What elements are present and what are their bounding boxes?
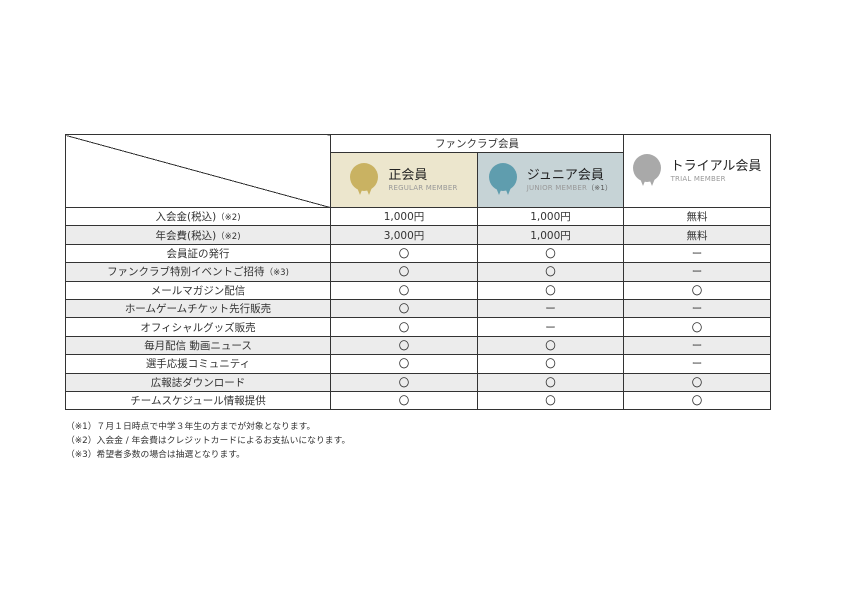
row-label-text: メールマガジン配信 bbox=[150, 284, 246, 297]
cell-regular: 〇 bbox=[330, 372, 478, 392]
cell-regular: 3,000円 bbox=[330, 225, 478, 245]
table-row: メールマガジン配信〇〇〇 bbox=[65, 280, 771, 300]
tier-name-trial: トライアル会員 bbox=[670, 158, 762, 174]
table-row: 広報誌ダウンロード〇〇〇 bbox=[65, 372, 771, 392]
cell-junior: ー bbox=[477, 298, 624, 319]
cell-regular: 〇 bbox=[330, 243, 478, 264]
table-row: ホームゲームチケット先行販売〇ーー bbox=[65, 298, 771, 319]
row-label: 入会金(税込)（※2) bbox=[65, 206, 331, 227]
row-label: 年会費(税込)（※2) bbox=[65, 225, 331, 245]
tier-subtitle-trial: TRIAL MEMBER bbox=[670, 174, 726, 183]
trial-medal-icon bbox=[632, 154, 663, 188]
cell-junior: 〇 bbox=[477, 280, 624, 300]
row-label: 選手応援コミュニティ bbox=[65, 354, 331, 374]
cell-trial: 〇 bbox=[623, 372, 771, 392]
cell-trial: ー bbox=[623, 335, 771, 356]
cell-trial: 無料 bbox=[623, 225, 771, 245]
row-label-text: 会員証の発行 bbox=[166, 247, 230, 260]
row-label: ホームゲームチケット先行販売 bbox=[65, 298, 331, 319]
row-label-text: ファンクラブ特別イベントご招待 bbox=[107, 266, 265, 279]
cell-trial: 無料 bbox=[623, 206, 771, 227]
cell-junior: 〇 bbox=[477, 372, 624, 392]
footnote-1: （※1）７月１日時点で中学３年生の方までが対象となります。 bbox=[66, 422, 316, 432]
cell-regular: 〇 bbox=[330, 335, 478, 356]
table-row: オフィシャルグッズ販売 〇ー〇 bbox=[65, 317, 771, 337]
row-label-text: ホームゲームチケット先行販売 bbox=[124, 303, 272, 316]
table-row: 入会金(税込)（※2) 1,000円 1,000円 無料 bbox=[65, 206, 771, 227]
cell-trial: 〇 bbox=[623, 390, 771, 411]
cell-regular: 1,000円 bbox=[330, 206, 478, 227]
cell-trial: ー bbox=[623, 298, 771, 319]
cell-regular: 〇 bbox=[330, 354, 478, 374]
table-row: 選手応援コミュニティ〇〇ー bbox=[65, 354, 771, 374]
cell-trial: 〇 bbox=[623, 280, 771, 300]
cell-regular: 〇 bbox=[330, 262, 478, 282]
tier-header-trial: トライアル会員 TRIAL MEMBER bbox=[623, 134, 771, 208]
cell-junior: ー bbox=[477, 317, 624, 337]
footnote-3: （※3）希望者多数の場合は抽選となります。 bbox=[66, 450, 245, 460]
row-label-note: （※2) bbox=[216, 231, 241, 242]
cell-junior: 1,000円 bbox=[477, 225, 624, 245]
cell-trial: ー bbox=[623, 262, 771, 282]
row-label-text: 選手応援コミュニティ bbox=[145, 358, 251, 371]
cell-junior: 〇 bbox=[477, 390, 624, 411]
row-label: チームスケジュール情報提供 bbox=[65, 390, 331, 411]
footnote-2: （※2）入会金 / 年会費はクレジットカードによるお支払いになります。 bbox=[66, 436, 351, 446]
row-label-note: （※3) bbox=[264, 268, 289, 279]
membership-comparison-table: ファンクラブ会員 トライアル会員 TRIAL MEMBER bbox=[65, 134, 771, 411]
table-row: 年会費(税込)（※2) 3,000円 1,000円 無料 bbox=[65, 225, 771, 245]
footnotes: （※1）７月１日時点で中学３年生の方までが対象となります。 （※2）入会金 / … bbox=[66, 420, 350, 462]
table-row: 会員証の発行〇〇ー bbox=[65, 243, 771, 264]
row-label-text: オフィシャルグッズ販売 bbox=[140, 321, 256, 334]
row-label: メールマガジン配信 bbox=[65, 280, 331, 300]
tier-name-junior: ジュニア会員 bbox=[526, 167, 604, 183]
cell-trial: ー bbox=[623, 243, 771, 264]
row-label: 広報誌ダウンロード bbox=[65, 372, 331, 392]
row-label: ファンクラブ特別イベントご招待（※3) bbox=[65, 262, 331, 282]
row-label-text: 毎月配信 動画ニュース bbox=[144, 339, 252, 352]
tier-header-regular: 正会員 REGULAR MEMBER bbox=[330, 152, 478, 208]
cell-junior: 〇 bbox=[477, 354, 624, 374]
table-row: 毎月配信 動画ニュース〇〇ー bbox=[65, 335, 771, 356]
row-label: 会員証の発行 bbox=[65, 243, 331, 264]
regular-medal-icon bbox=[350, 163, 380, 197]
cell-junior: 〇 bbox=[477, 335, 624, 356]
cell-junior: 〇 bbox=[477, 262, 624, 282]
row-label-note: （※2) bbox=[216, 213, 241, 224]
corner-cell bbox=[65, 134, 331, 208]
tier-note-junior: （※1） bbox=[587, 183, 613, 192]
table-row: チームスケジュール情報提供〇〇〇 bbox=[65, 390, 771, 411]
cell-regular: 〇 bbox=[330, 390, 478, 411]
row-label-text: 年会費(税込) bbox=[155, 229, 217, 242]
tier-subtitle-junior: JUNIOR MEMBER bbox=[526, 183, 588, 192]
row-label-text: チームスケジュール情報提供 bbox=[130, 395, 266, 408]
table-row: ファンクラブ特別イベントご招待（※3) 〇〇ー bbox=[65, 262, 771, 282]
fanclub-group-header: ファンクラブ会員 bbox=[330, 134, 624, 153]
cell-trial: ー bbox=[623, 354, 771, 374]
tier-header-junior: ジュニア会員 JUNIOR MEMBER（※1） bbox=[477, 152, 624, 208]
junior-medal-icon bbox=[488, 163, 519, 197]
cell-regular: 〇 bbox=[330, 298, 478, 319]
row-label: オフィシャルグッズ販売 bbox=[65, 317, 331, 337]
tier-name-regular: 正会員 bbox=[388, 167, 428, 183]
cell-trial: 〇 bbox=[623, 317, 771, 337]
tier-subtitle-regular: REGULAR MEMBER bbox=[388, 183, 458, 192]
row-label-text: 広報誌ダウンロード bbox=[150, 376, 246, 389]
row-label: 毎月配信 動画ニュース bbox=[65, 335, 331, 356]
row-label-text: 入会金(税込) bbox=[155, 211, 217, 224]
cell-junior: 〇 bbox=[477, 243, 624, 264]
cell-regular: 〇 bbox=[330, 280, 478, 300]
cell-junior: 1,000円 bbox=[477, 206, 624, 227]
cell-regular: 〇 bbox=[330, 317, 478, 337]
